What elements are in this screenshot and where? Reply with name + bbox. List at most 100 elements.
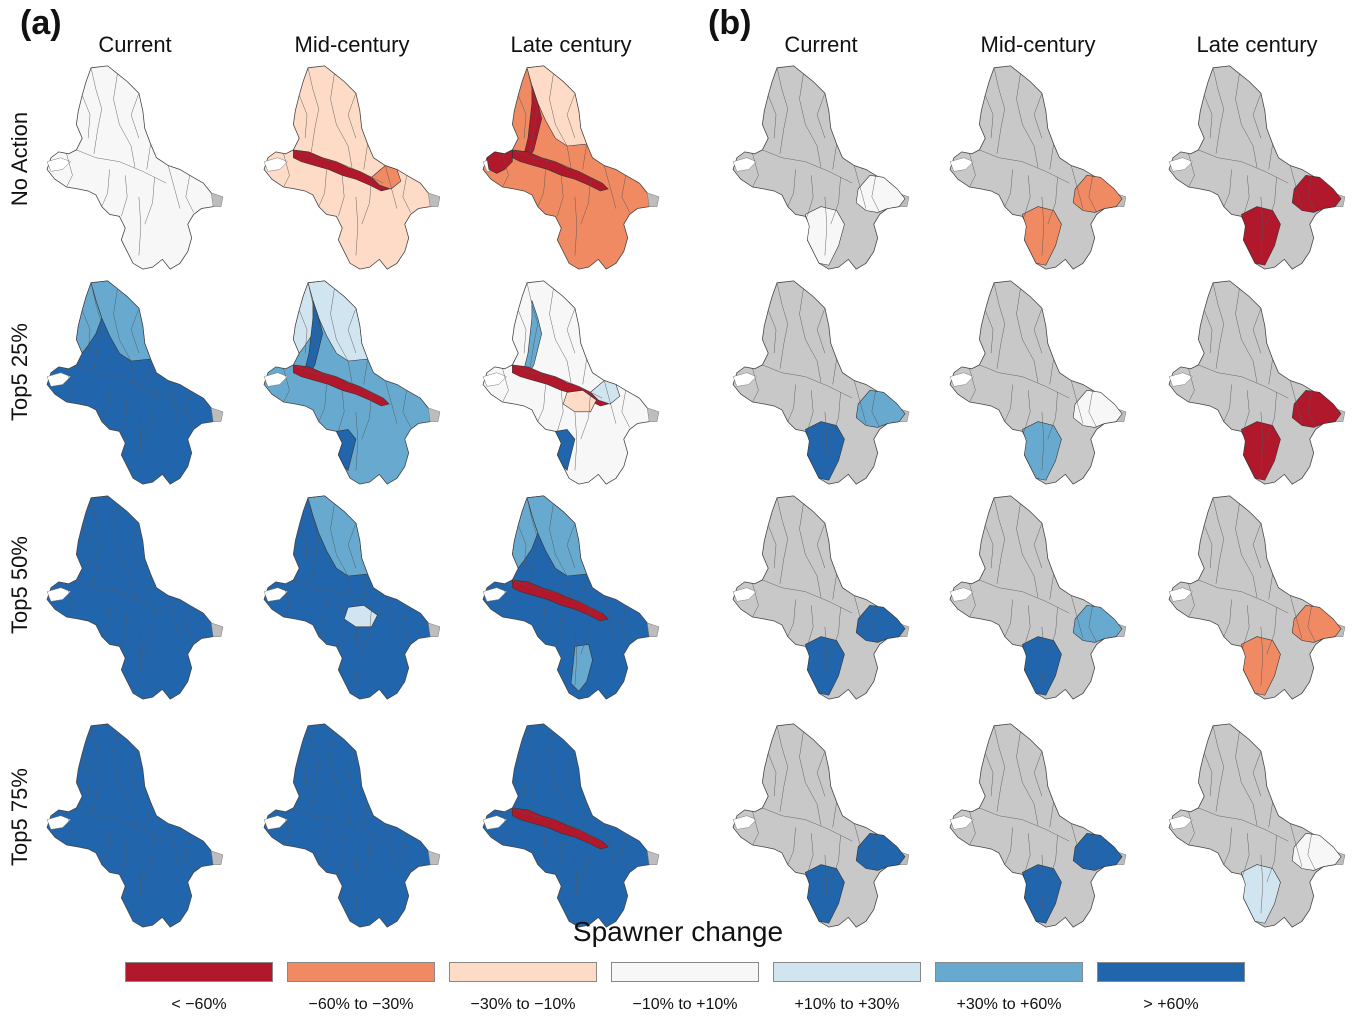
subbasin-boundary — [549, 288, 568, 362]
subbasin-boundary — [871, 605, 880, 643]
subbasin-boundary — [824, 411, 828, 471]
subbasin-boundary — [776, 67, 788, 154]
map-panelb-r2-c3 — [1152, 275, 1356, 490]
subbasin-boundary — [101, 169, 110, 207]
subbasin-boundary — [1004, 827, 1013, 865]
subbasin-boundary — [1016, 288, 1035, 362]
legend-label-none-white: −10% to +10% — [632, 996, 738, 1013]
subbasin-boundary — [1071, 595, 1084, 639]
panel-a-col-mid: Mid-century — [294, 32, 410, 57]
subbasin-boundary — [574, 854, 578, 914]
subbasin-boundary — [299, 753, 308, 797]
subbasin-boundary — [385, 595, 398, 639]
map-panela-r3-c2 — [247, 490, 457, 705]
subbasin-boundary — [1290, 380, 1303, 424]
subbasin-boundary — [185, 605, 194, 643]
subbasin-boundary — [816, 93, 826, 139]
subbasin-boundary — [1252, 575, 1258, 598]
subbasin-boundary — [144, 835, 155, 883]
subbasin-boundary — [1290, 595, 1303, 639]
subbasin-boundary — [1198, 807, 1289, 842]
subbasin-boundary — [871, 833, 880, 871]
subbasin-boundary — [512, 364, 603, 399]
subbasin-boundary — [604, 380, 617, 424]
subbasin-boundary — [402, 833, 411, 871]
subbasin-boundary — [293, 149, 384, 184]
watershed-map — [1168, 495, 1346, 700]
subbasin-boundary — [90, 725, 102, 812]
subbasin-boundary — [1041, 196, 1045, 256]
subbasin-boundary — [1188, 583, 1195, 618]
subbasin-boundary — [402, 175, 411, 213]
subbasin-boundary — [557, 390, 564, 432]
subbasin-boundary — [518, 525, 527, 569]
subbasin-boundary — [130, 575, 136, 598]
lake-area — [949, 157, 974, 172]
lake-area — [732, 587, 757, 602]
subbasin-boundary — [816, 145, 822, 168]
watershed-map — [732, 280, 910, 485]
subbasin-boundary — [138, 854, 142, 914]
unmodelled-area — [210, 407, 224, 422]
legend-swatch-m-10to-30 — [449, 962, 597, 982]
subbasin-boundary — [82, 310, 91, 354]
subbasin-boundary — [1266, 835, 1277, 883]
subbasin-boundary — [502, 583, 509, 618]
unmodelled-area — [427, 622, 441, 637]
subbasin-boundary — [66, 811, 73, 846]
subbasin-boundary — [854, 380, 867, 424]
subbasin-boundary — [385, 165, 398, 209]
lake-area — [482, 587, 507, 602]
watershed-map — [1168, 723, 1346, 928]
subbasin-boundary — [361, 177, 372, 225]
subbasin-boundary — [146, 144, 151, 170]
subbasin-boundary — [518, 753, 527, 797]
lake-area — [949, 372, 974, 387]
subbasin-boundary — [752, 368, 759, 403]
subbasin-boundary — [1047, 835, 1058, 883]
subbasin-boundary — [871, 390, 880, 428]
subbasin-boundary — [1041, 854, 1045, 914]
subbasin-south-lobe — [805, 421, 845, 481]
subbasin-boundary — [832, 574, 837, 600]
map-panelb-r4-c2 — [933, 718, 1143, 933]
subbasin-boundary — [355, 854, 359, 914]
subbasin-boundary — [1204, 753, 1213, 797]
subbasin-boundary — [347, 523, 357, 569]
subbasin-boundary — [130, 523, 140, 569]
subbasin-boundary — [293, 364, 384, 399]
subbasin-boundary — [979, 807, 1070, 842]
subbasin-boundary — [566, 523, 576, 569]
subbasin-boundary — [1268, 574, 1273, 600]
subbasin-se-patch — [371, 165, 402, 190]
unmodelled-area — [210, 192, 224, 207]
subbasin-boundary — [347, 360, 353, 383]
subbasin-boundary — [799, 73, 818, 147]
subbasin-boundary — [113, 503, 132, 577]
subbasin-boundary — [293, 807, 384, 842]
watershed-map — [949, 495, 1127, 700]
subbasin-boundary — [854, 165, 867, 209]
subbasin-south-lobe — [1241, 206, 1281, 266]
subbasin-boundary — [1243, 605, 1250, 647]
lake-area — [1168, 587, 1193, 602]
unmodelled-area — [427, 850, 441, 865]
lake-area — [46, 815, 71, 830]
subbasin-boundary — [1307, 605, 1316, 643]
map-panela-r4-c2 — [247, 718, 457, 933]
map-panela-r4-c1 — [30, 718, 240, 933]
subbasin-south-lobe — [1022, 206, 1062, 266]
subbasin-south-lobe — [805, 636, 845, 696]
subbasin-boundary — [361, 835, 372, 883]
subbasin-south-west — [554, 429, 576, 472]
lake-area — [263, 587, 288, 602]
subbasin-boundary — [768, 95, 777, 139]
subbasin-boundary — [1016, 73, 1035, 147]
subbasin-boundary — [385, 380, 398, 424]
subbasin-boundary — [537, 384, 546, 422]
subbasin-boundary — [1212, 282, 1224, 369]
subbasin-boundary — [283, 583, 290, 618]
subbasin-boundary — [385, 823, 398, 867]
subbasin-boundary — [985, 95, 994, 139]
subbasin-boundary — [1071, 823, 1084, 867]
